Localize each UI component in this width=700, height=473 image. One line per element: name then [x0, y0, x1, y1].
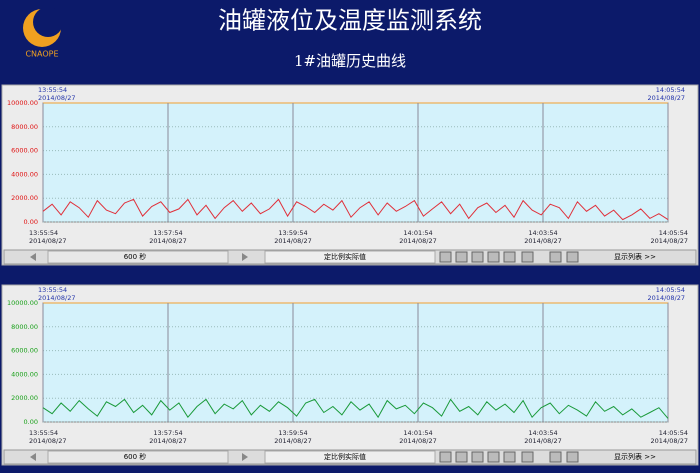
span-label: 600 秒: [124, 252, 147, 261]
mode-select[interactable]: [264, 450, 436, 464]
span-box: [47, 250, 229, 264]
tool-button[interactable]: [471, 251, 484, 263]
next-button[interactable]: [242, 253, 248, 261]
y-tick-label: 6000.00: [11, 347, 38, 355]
range-start-date: 2014/08/27: [38, 94, 75, 102]
x-tick-label: 14:03:54: [528, 229, 557, 237]
logo: CNAOPE: [23, 7, 63, 59]
range-end-date: 2014/08/27: [648, 294, 685, 302]
tool-button[interactable]: [487, 251, 500, 263]
x-tick-date: 2014/08/27: [524, 237, 561, 245]
y-tick-label: 6000.00: [11, 147, 38, 155]
prev-button[interactable]: [30, 453, 36, 461]
x-tick-date: 2014/08/27: [399, 237, 436, 245]
tool-button[interactable]: [439, 251, 452, 263]
tool-button[interactable]: [471, 451, 484, 463]
x-tick-label: 13:57:54: [153, 229, 182, 237]
range-end-time: 14:05:54: [656, 286, 685, 294]
mode-select[interactable]: [264, 250, 436, 264]
tool-button[interactable]: [503, 251, 516, 263]
tool-button[interactable]: [549, 251, 562, 263]
y-tick-label: 8000.00: [11, 123, 38, 131]
trend-panel: 0.00 2000.00 4000.00 6000.00 8000.00 10000.00…: [1, 84, 699, 266]
x-tick-date: 2014/08/27: [399, 437, 436, 445]
mode-label: 定比例实际值: [324, 252, 366, 261]
trend-line: [42, 198, 669, 221]
y-tick-label: 2000.00: [11, 394, 38, 402]
range-end-time: 14:05:54: [656, 86, 685, 94]
tool-button[interactable]: [566, 251, 579, 263]
tool-button[interactable]: [455, 451, 468, 463]
x-tick-date: 2014/08/27: [274, 437, 311, 445]
plot-area: [42, 302, 669, 423]
y-tick-label: 10000.00: [7, 299, 38, 307]
tool-button[interactable]: [521, 451, 534, 463]
x-tick-date: 2014/08/27: [651, 237, 688, 245]
y-tick-label: 0.00: [24, 218, 38, 226]
tool-button[interactable]: [455, 251, 468, 263]
x-tick-date: 2014/08/27: [651, 437, 688, 445]
x-tick-date: 2014/08/27: [274, 237, 311, 245]
trend-panel: 0.00 2000.00 4000.00 6000.00 8000.00 10000.00…: [1, 284, 699, 466]
x-tick-label: 14:05:54: [659, 429, 688, 437]
x-tick-label: 14:01:54: [403, 429, 432, 437]
x-tick-date: 2014/08/27: [524, 437, 561, 445]
list-button[interactable]: 显示列表 >>: [614, 452, 656, 461]
tool-button[interactable]: [566, 451, 579, 463]
subtitle: 1#油罐历史曲线: [294, 52, 406, 70]
x-tick-label: 13:55:54: [29, 229, 58, 237]
span-box: [47, 450, 229, 464]
x-tick-date: 2014/08/27: [29, 437, 66, 445]
x-tick-label: 14:03:54: [528, 429, 557, 437]
range-start-time: 13:55:54: [38, 86, 67, 94]
prev-button[interactable]: [30, 253, 36, 261]
span-label: 600 秒: [124, 452, 147, 461]
x-tick-date: 2014/08/27: [149, 237, 186, 245]
title: 油罐液位及温度监测系统: [218, 7, 482, 35]
range-start-date: 2014/08/27: [38, 294, 75, 302]
x-tick-label: 14:05:54: [659, 229, 688, 237]
x-tick-date: 2014/08/27: [149, 437, 186, 445]
range-end-date: 2014/08/27: [648, 94, 685, 102]
y-tick-label: 10000.00: [7, 99, 38, 107]
list-button[interactable]: 显示列表 >>: [614, 252, 656, 261]
y-tick-label: 0.00: [24, 418, 38, 426]
y-tick-label: 4000.00: [11, 170, 38, 178]
next-button[interactable]: [242, 453, 248, 461]
trend-line: [42, 398, 669, 419]
tool-button[interactable]: [503, 451, 516, 463]
x-tick-label: 13:55:54: [29, 429, 58, 437]
x-tick-label: 13:57:54: [153, 429, 182, 437]
tool-button[interactable]: [549, 451, 562, 463]
logo-text: CNAOPE: [25, 50, 58, 59]
tool-button[interactable]: [487, 451, 500, 463]
mode-label: 定比例实际值: [324, 452, 366, 461]
y-tick-label: 2000.00: [11, 194, 38, 202]
x-tick-label: 14:01:54: [403, 229, 432, 237]
x-tick-label: 13:59:54: [278, 229, 307, 237]
tool-button[interactable]: [521, 251, 534, 263]
range-start-time: 13:55:54: [38, 286, 67, 294]
x-tick-label: 13:59:54: [278, 429, 307, 437]
x-tick-date: 2014/08/27: [29, 237, 66, 245]
y-tick-label: 4000.00: [11, 370, 38, 378]
plot-area: [42, 102, 669, 223]
tool-button[interactable]: [439, 451, 452, 463]
y-tick-label: 8000.00: [11, 323, 38, 331]
